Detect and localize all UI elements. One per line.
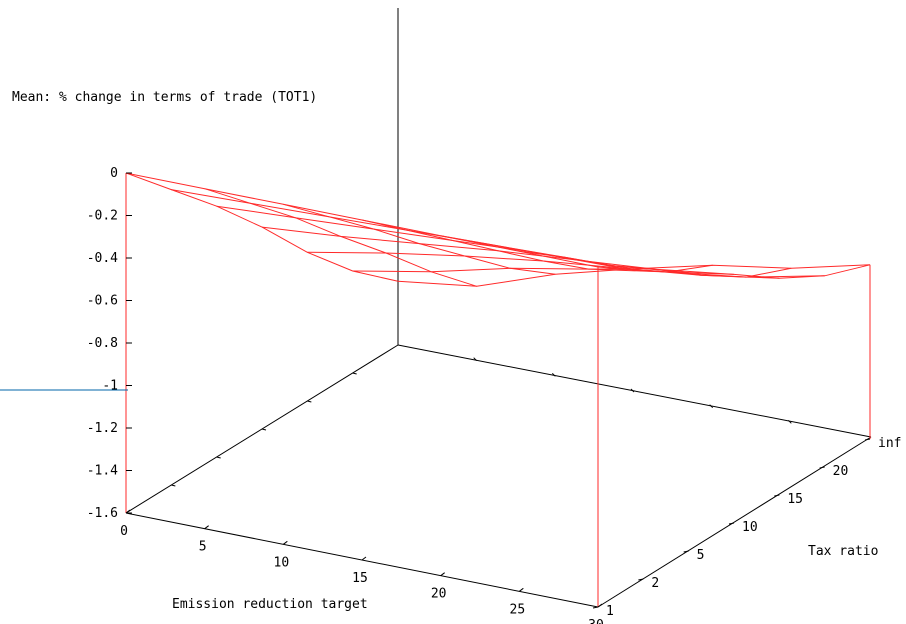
x-axis-label: Emission reduction target [172, 597, 368, 612]
x-tick-label: 0 [120, 524, 128, 539]
back-y-tick [551, 372, 556, 377]
surface-mesh [125, 172, 871, 607]
z-tick-label: 0 [110, 166, 118, 181]
y-tick [774, 494, 780, 497]
surface-line-emission [519, 250, 792, 278]
x-tick-label: 10 [274, 555, 290, 570]
x-tick-label: 15 [352, 571, 368, 586]
back-x-tick [216, 456, 221, 459]
back-x-tick [261, 428, 267, 431]
y-tick [864, 438, 871, 441]
surface-line-emission [597, 264, 871, 279]
y-tick-label: inf [878, 436, 901, 451]
x-tick-label: 5 [199, 540, 207, 555]
surface-line-emission [204, 188, 477, 287]
surface-line-tax [216, 205, 689, 274]
x-tick [519, 587, 524, 592]
back-y-tick [473, 357, 478, 362]
z-tick-label: -0.6 [87, 294, 118, 309]
x-tick [283, 540, 288, 545]
chart-title: Mean: % change in terms of trade (TOT1) [12, 90, 317, 105]
x-tick [440, 572, 445, 577]
back-right-base-line [397, 344, 872, 438]
y-axis-line [597, 436, 872, 608]
z-tick-label: -0.4 [87, 251, 118, 266]
z-tick-label: -0.2 [87, 209, 118, 224]
y-tick-label: 5 [697, 548, 705, 563]
y-tick [683, 550, 689, 553]
back-x-tick [171, 484, 176, 487]
x-tick [361, 556, 367, 561]
x-tick [597, 603, 603, 608]
surface-line-emission [361, 219, 635, 270]
y-tick-label: 20 [833, 464, 849, 479]
y-tick-label: 10 [742, 520, 758, 535]
back-y-tick [630, 388, 635, 393]
y-tick [638, 578, 644, 581]
x-tick-label: 30 [588, 618, 604, 624]
z-tick-label: -0.8 [87, 336, 118, 351]
y-tick [592, 606, 599, 609]
x-tick-label: 20 [431, 587, 447, 602]
z-tick-label: -1.4 [87, 464, 118, 479]
back-y-tick [787, 419, 792, 424]
x-tick [125, 509, 131, 514]
y-tick-label: 2 [651, 576, 659, 591]
back-x-tick [352, 372, 357, 375]
z-tick-label: -1.6 [87, 506, 118, 521]
y-axis-label: Tax ratio [808, 544, 878, 559]
z-tick-label: -1.2 [87, 421, 118, 436]
y-tick-label: 15 [787, 492, 803, 507]
y-tick [819, 466, 825, 469]
back-x-tick [307, 400, 312, 403]
back-y-tick [709, 404, 714, 409]
surface-line-emission [283, 203, 556, 275]
x-tick [204, 525, 209, 530]
z-tick-label: -1 [102, 379, 118, 394]
y-tick [728, 522, 735, 525]
tick-labels: 0-0.2-0.4-0.6-0.8-1-1.2-1.4-1.6051015202… [87, 166, 902, 624]
surface-line-emission [125, 172, 399, 282]
y-tick-label: 1 [606, 604, 614, 619]
x-tick-label: 25 [510, 602, 526, 617]
